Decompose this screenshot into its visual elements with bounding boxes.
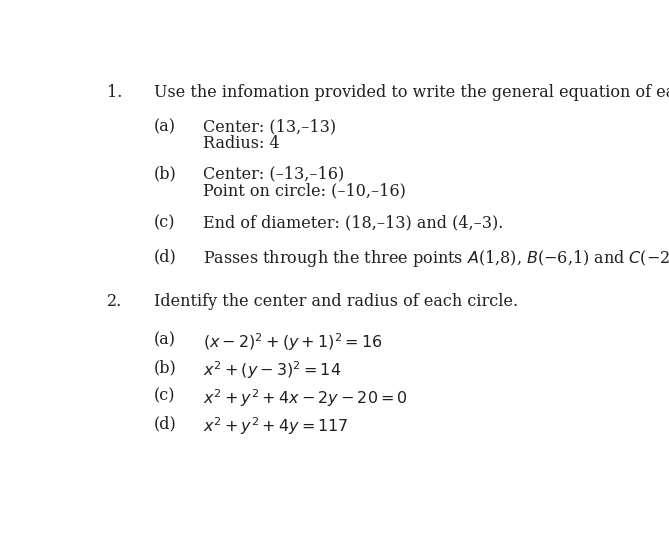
Text: (a): (a): [154, 331, 176, 349]
Text: Center: (13,–13): Center: (13,–13): [203, 118, 336, 135]
Text: (b): (b): [154, 359, 177, 376]
Text: 2.: 2.: [107, 293, 122, 310]
Text: (c): (c): [154, 214, 175, 231]
Text: 1.: 1.: [107, 84, 122, 100]
Text: Point on circle: (–10,–16): Point on circle: (–10,–16): [203, 182, 406, 199]
Text: Center: (–13,–16): Center: (–13,–16): [203, 165, 344, 182]
Text: Identify the center and radius of each circle.: Identify the center and radius of each c…: [154, 293, 518, 310]
Text: $x^{2}+(y-3)^{2}=14$: $x^{2}+(y-3)^{2}=14$: [203, 359, 341, 381]
Text: Radius: 4: Radius: 4: [203, 135, 280, 152]
Text: (d): (d): [154, 415, 177, 432]
Text: (b): (b): [154, 165, 177, 182]
Text: $x^{2}+y^{2}+4x-2y-20=0$: $x^{2}+y^{2}+4x-2y-20=0$: [203, 387, 407, 409]
Text: Passes through the three points $\mathit{A}$(1,8), $\mathit{B}$($-$6,1) and $\ma: Passes through the three points $\mathit…: [203, 248, 669, 269]
Text: End of diameter: (18,–13) and (4,–3).: End of diameter: (18,–13) and (4,–3).: [203, 214, 503, 231]
Text: (d): (d): [154, 248, 177, 265]
Text: (c): (c): [154, 387, 175, 404]
Text: Use the infomation provided to write the general equation of each circle.: Use the infomation provided to write the…: [154, 84, 669, 100]
Text: (a): (a): [154, 118, 176, 135]
Text: $x^{2}+y^{2}+4y=117$: $x^{2}+y^{2}+4y=117$: [203, 415, 349, 437]
Text: $(x-2)^{2}+(y+1)^{2}=16$: $(x-2)^{2}+(y+1)^{2}=16$: [203, 331, 383, 353]
